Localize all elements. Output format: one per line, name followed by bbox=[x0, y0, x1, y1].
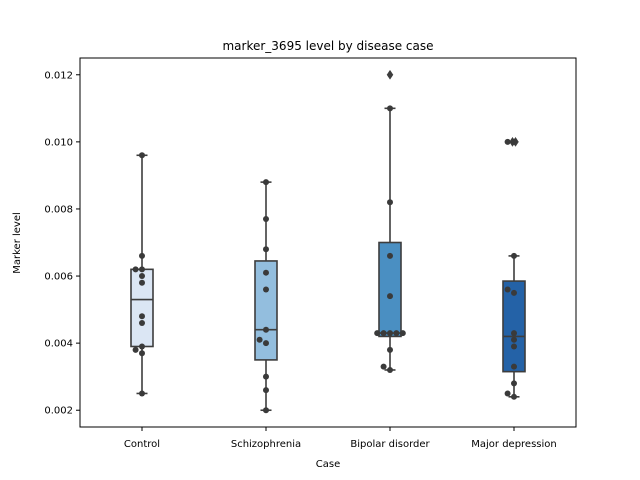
data-point bbox=[263, 179, 269, 186]
data-point bbox=[139, 350, 145, 357]
data-point bbox=[139, 343, 145, 350]
outlier-marker bbox=[386, 69, 394, 80]
data-point bbox=[263, 407, 269, 414]
data-point bbox=[511, 380, 517, 387]
data-point bbox=[263, 286, 269, 293]
data-point bbox=[504, 286, 511, 293]
data-point bbox=[511, 363, 517, 370]
data-point bbox=[504, 138, 511, 145]
y-tick-label: 0.002 bbox=[44, 406, 73, 417]
y-tick-label: 0.006 bbox=[44, 272, 73, 283]
data-point bbox=[374, 330, 381, 337]
y-axis: 0.002 0.004 0.006 0.008 0.010 0.012 bbox=[44, 70, 80, 417]
data-point bbox=[380, 330, 387, 337]
data-point bbox=[504, 390, 511, 397]
plot-frame bbox=[79, 57, 577, 428]
data-point bbox=[139, 313, 145, 320]
data-point bbox=[399, 330, 406, 337]
data-point bbox=[256, 336, 263, 343]
y-tick-label: 0.004 bbox=[44, 339, 73, 350]
data-point bbox=[139, 279, 145, 286]
data-point bbox=[139, 266, 145, 273]
y-tick-label: 0.012 bbox=[44, 70, 73, 81]
data-point bbox=[263, 326, 269, 333]
data-point bbox=[263, 216, 269, 223]
data-point bbox=[380, 363, 387, 370]
data-point bbox=[387, 330, 393, 337]
data-point bbox=[263, 269, 269, 276]
data-point bbox=[511, 330, 517, 337]
x-axis-label: Case bbox=[316, 459, 340, 470]
x-tick-label: Control bbox=[124, 439, 160, 450]
data-point bbox=[511, 138, 517, 145]
y-tick-label: 0.010 bbox=[44, 137, 73, 148]
iqr-box bbox=[378, 241, 402, 338]
x-tick-label: Schizophrenia bbox=[231, 439, 301, 450]
data-point bbox=[139, 320, 145, 327]
data-point bbox=[511, 393, 517, 400]
data-point bbox=[139, 273, 145, 280]
data-point bbox=[132, 266, 139, 273]
data-point bbox=[511, 252, 517, 259]
chart-title: marker_3695 level by disease case bbox=[222, 39, 433, 53]
data-point bbox=[387, 105, 393, 112]
data-point bbox=[263, 340, 269, 347]
data-point bbox=[139, 390, 145, 397]
data-point bbox=[393, 330, 400, 337]
data-point bbox=[387, 346, 393, 353]
plot-area bbox=[130, 69, 526, 414]
data-point bbox=[511, 289, 517, 296]
data-point bbox=[511, 343, 517, 350]
data-point bbox=[387, 366, 393, 373]
y-axis-label: Marker level bbox=[12, 212, 23, 274]
x-axis: Control Schizophrenia Bipolar disorder Majo… bbox=[124, 427, 557, 450]
y-tick-label: 0.008 bbox=[44, 204, 73, 215]
iqr-box bbox=[502, 280, 526, 373]
iqr-box bbox=[254, 260, 278, 361]
data-point bbox=[511, 336, 517, 343]
data-point bbox=[263, 246, 269, 253]
data-point bbox=[387, 293, 393, 300]
data-point bbox=[139, 152, 145, 159]
x-tick-label: Major depression bbox=[471, 439, 557, 450]
data-point bbox=[387, 252, 393, 259]
data-point bbox=[387, 199, 393, 206]
data-point bbox=[263, 387, 269, 394]
data-point bbox=[263, 373, 269, 380]
x-tick-label: Bipolar disorder bbox=[350, 439, 430, 450]
data-point bbox=[132, 346, 139, 353]
data-point bbox=[139, 252, 145, 259]
